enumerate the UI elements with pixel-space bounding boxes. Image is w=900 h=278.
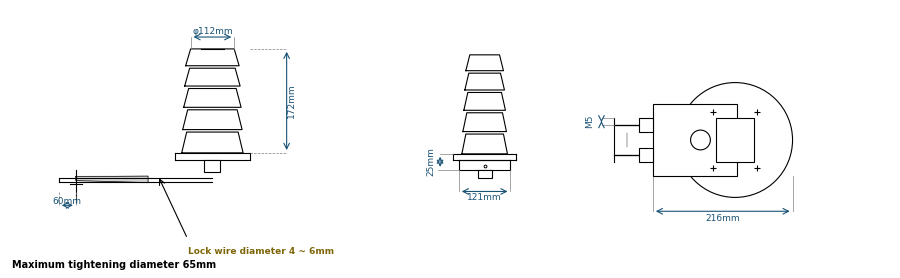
Bar — [639, 118, 653, 132]
Text: 172mm: 172mm — [287, 84, 296, 118]
Text: M5: M5 — [586, 115, 595, 128]
Text: 216mm: 216mm — [706, 214, 740, 223]
Circle shape — [690, 130, 710, 150]
Bar — [653, 104, 737, 176]
Bar — [478, 170, 491, 178]
Text: φ112mm: φ112mm — [192, 27, 233, 36]
Bar — [204, 160, 220, 172]
Circle shape — [678, 83, 793, 197]
Text: 25mm: 25mm — [427, 147, 436, 176]
Text: 121mm: 121mm — [467, 193, 502, 202]
Text: Lock wire diameter 4 ~ 6mm: Lock wire diameter 4 ~ 6mm — [187, 247, 334, 256]
Text: Maximum tightening diameter 65mm: Maximum tightening diameter 65mm — [13, 260, 217, 270]
Polygon shape — [76, 176, 148, 183]
Bar — [639, 148, 653, 162]
Text: 60mm: 60mm — [52, 197, 81, 206]
Bar — [716, 118, 754, 162]
